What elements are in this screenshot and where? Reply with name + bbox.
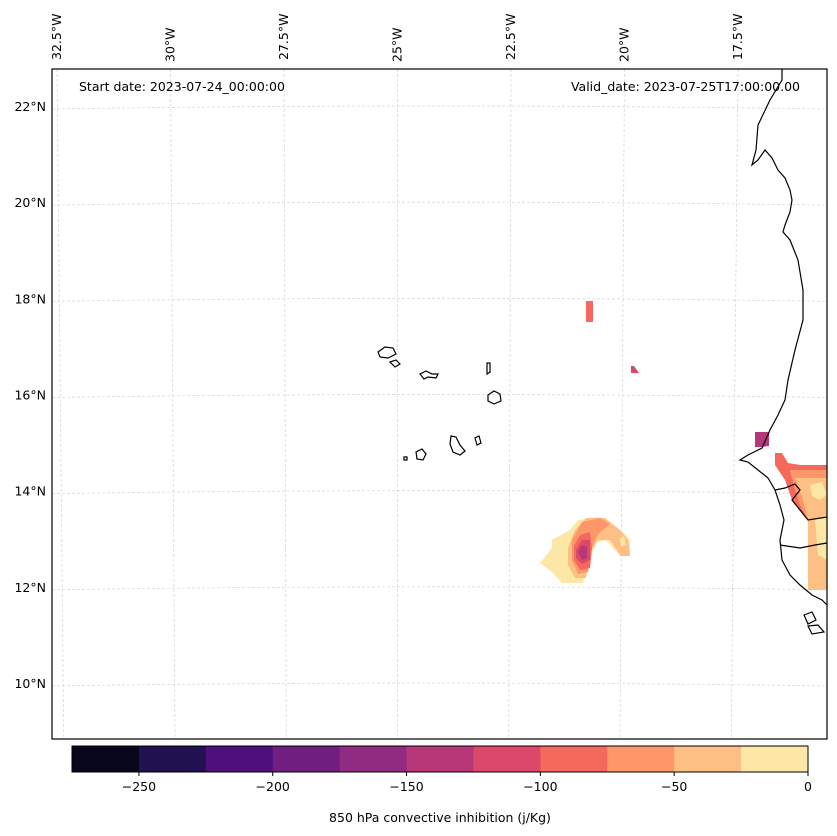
gridlines <box>51 68 828 740</box>
lat-tick-label: 12°N <box>14 580 46 595</box>
colorbar-swatch <box>339 746 408 772</box>
meridian-line <box>56 68 65 740</box>
cin-region-inland <box>810 482 827 500</box>
colorbar-tick-label: −50 <box>661 779 687 794</box>
island-sal <box>486 362 491 376</box>
parallel-line <box>51 105 828 110</box>
colorbar-tick-label: 0 <box>804 779 812 794</box>
colorbar-tick-label: −100 <box>523 779 557 794</box>
island-bijagos <box>807 624 826 635</box>
lon-tick-label: 27.5°W <box>276 14 291 60</box>
meridian-line <box>508 68 512 740</box>
valid-date-label: Valid_date: 2023-07-25T17:00:00.00 <box>571 79 800 94</box>
lon-tick-label: 30°W <box>163 27 178 62</box>
start-date-label: Start date: 2023-07-24_00:00:00 <box>79 79 285 94</box>
parallel-line <box>51 201 828 206</box>
island-fogo <box>415 448 427 461</box>
cin-region-east <box>631 366 639 373</box>
colorbar-swatch <box>205 746 274 772</box>
map-frame <box>51 68 828 740</box>
parallel-line <box>51 682 828 687</box>
lon-tick-label: 20°W <box>617 27 632 62</box>
island-boa-vista <box>487 390 502 405</box>
cin-contours <box>540 301 827 590</box>
island-sao-vicente <box>388 359 401 368</box>
coastline-africa <box>738 69 828 606</box>
lat-tick-label: 16°N <box>14 388 46 403</box>
island-brava <box>403 456 408 461</box>
meridian-line <box>730 68 739 740</box>
colorbar-swatch <box>540 746 608 772</box>
cin-region-offshore <box>578 545 587 560</box>
colorbar-swatch <box>741 746 809 772</box>
parallel-line <box>51 490 828 495</box>
lat-tick-label: 18°N <box>14 291 46 306</box>
cin-region-coastal <box>755 432 769 447</box>
lat-tick-label: 22°N <box>14 99 46 114</box>
cin-region-inland <box>795 478 827 590</box>
parallel-line <box>51 586 828 591</box>
island-sao-nicolau <box>419 370 439 380</box>
island-maio <box>474 435 482 446</box>
cin-region-north <box>586 301 593 322</box>
island-bijagos <box>803 611 817 625</box>
colorbar-swatch <box>138 746 207 772</box>
parallel-line <box>51 297 828 302</box>
lat-tick-label: 14°N <box>14 484 46 499</box>
colorbar-tick-label: −200 <box>256 779 290 794</box>
cin-region-inland <box>815 515 827 560</box>
border-guinea-bissau <box>779 542 828 549</box>
colorbar-swatch <box>473 746 541 772</box>
colorbar-swatch <box>272 746 341 772</box>
meridian-line <box>170 68 176 740</box>
colorbar: −250 −200 −150 −100 −50 0 <box>71 745 812 794</box>
colorbar-tick-label: −250 <box>122 779 156 794</box>
coastlines <box>377 69 828 635</box>
colorbar-swatch <box>674 746 742 772</box>
colorbar-label: 850 hPa convective inhibition (j/Kg) <box>329 810 551 825</box>
lat-tick-label: 20°N <box>14 195 46 210</box>
island-santo-antao <box>377 346 397 359</box>
colorbar-tick-label: −150 <box>389 779 423 794</box>
lon-tick-label: 22.5°W <box>503 14 518 60</box>
lon-tick-label: 17.5°W <box>730 14 745 60</box>
parallel-line <box>51 394 828 398</box>
colorbar-frame <box>71 745 809 773</box>
latitude-ticks: 22°N 20°N 18°N 16°N 14°N 12°N 10°N <box>14 99 46 691</box>
longitude-ticks: 32.5°W 30°W 27.5°W 25°W 22.5°W 20°W 17.5°W <box>49 14 745 62</box>
colorbar-swatch <box>607 746 675 772</box>
lat-tick-label: 10°N <box>14 676 46 691</box>
meridian-line <box>283 68 287 740</box>
island-santiago <box>449 435 466 456</box>
colorbar-swatch <box>72 746 140 772</box>
cin-region-offshore <box>620 536 626 546</box>
meridian-line <box>619 68 625 740</box>
lon-tick-label: 32.5°W <box>49 14 64 60</box>
colorbar-swatch <box>406 746 474 772</box>
border-gambia-senegal <box>774 483 828 521</box>
lon-tick-label: 25°W <box>390 27 405 62</box>
